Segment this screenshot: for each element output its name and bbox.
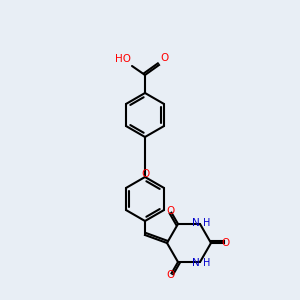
- Text: H: H: [203, 218, 210, 228]
- Text: O: O: [167, 206, 175, 216]
- Text: O: O: [160, 53, 168, 63]
- Text: H: H: [203, 258, 210, 268]
- Text: N: N: [192, 218, 200, 228]
- Text: HO: HO: [115, 54, 131, 64]
- Text: O: O: [222, 238, 230, 248]
- Text: N: N: [192, 258, 200, 268]
- Text: O: O: [141, 169, 149, 179]
- Text: O: O: [167, 270, 175, 280]
